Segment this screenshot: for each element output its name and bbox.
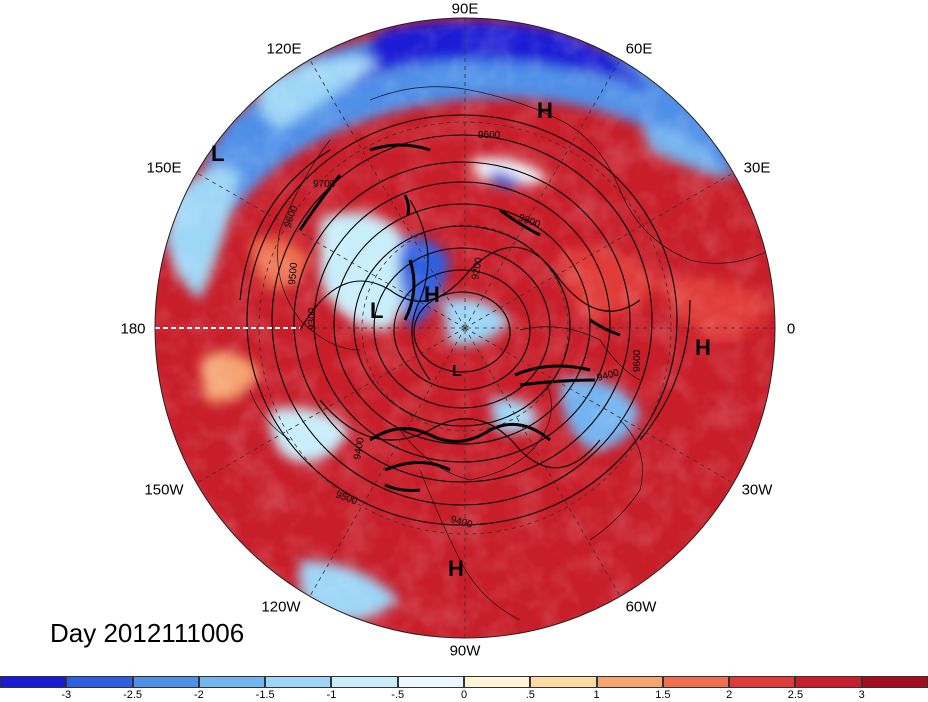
colorbar-swatch <box>729 676 796 688</box>
longitude-label-120e: 120E <box>266 40 302 58</box>
longitude-label-150e: 150E <box>146 159 182 177</box>
longitude-label-180: 180 <box>120 320 146 338</box>
colorbar-swatch <box>0 676 67 688</box>
anomaly-field: 9600 9700 9600 9500 9800 9400 9500 9400 … <box>155 18 775 638</box>
colorbar-swatch <box>861 676 928 688</box>
longitude-label-150w: 150W <box>144 481 184 499</box>
colorbar-tick-label: -2 <box>193 689 204 701</box>
colorbar-tick-label: -3 <box>61 689 72 701</box>
contour-label: 9200 <box>470 256 485 280</box>
longitude-label-120w: 120W <box>261 598 301 616</box>
colorbar-swatch <box>596 676 663 688</box>
colorbar-tick-label: -1.5 <box>255 689 275 701</box>
colorbar-swatch <box>198 676 266 688</box>
low-pressure-marker: L <box>370 298 383 323</box>
colorbar-tick-label: 0 <box>460 689 468 701</box>
contour-label: 9500 <box>287 262 300 286</box>
longitude-label-60w: 60W <box>625 598 657 616</box>
colorbar-tick-label: -.5 <box>391 689 405 701</box>
contour-label: 9700 <box>313 179 336 190</box>
colorbar-swatch <box>795 676 862 688</box>
colorbar-swatch <box>331 676 398 688</box>
colorbar-swatch <box>132 676 199 688</box>
high-pressure-marker: H <box>448 556 464 581</box>
longitude-label-30e: 30E <box>743 159 771 177</box>
colorbar-tick-label: -2.5 <box>123 689 143 701</box>
high-pressure-marker: H <box>695 335 711 360</box>
low-pressure-marker: L <box>452 363 462 380</box>
longitude-label-90w: 90W <box>449 642 481 660</box>
high-pressure-marker: H <box>537 98 553 123</box>
colorbar-tick-label: 1.5 <box>655 689 671 701</box>
longitude-label-30w: 30W <box>741 481 773 499</box>
colorbar-swatch <box>530 676 597 688</box>
colorbar-legend: -3 -2.5 -2 -1.5 -1 -.5 0 .5 1 1.5 2 2.5 3 <box>0 676 928 702</box>
contour-label: 9600 <box>632 349 643 372</box>
colorbar-tick-label: 2.5 <box>787 689 804 701</box>
colorbar-swatch <box>662 676 730 688</box>
longitude-label-90e: 90E <box>451 0 479 18</box>
colorbar-tick-label: 3 <box>858 689 865 701</box>
colorbar-tick-label: 1 <box>593 689 600 701</box>
colorbar-tick-label: .5 <box>525 689 535 701</box>
high-pressure-marker: H <box>424 282 440 307</box>
colorbar-tick-label: -1 <box>326 689 337 701</box>
low-pressure-marker: L <box>211 141 224 166</box>
contour-label: 9400 <box>352 436 367 460</box>
colorbar-tick-label: 2 <box>726 689 733 701</box>
contour-label: 9600 <box>478 130 501 141</box>
colorbar-swatch <box>464 676 531 688</box>
date-label: Day 2012111006 <box>50 618 245 648</box>
longitude-label-0: 0 <box>786 320 796 338</box>
colorbar-swatch <box>66 676 133 688</box>
colorbar-swatch <box>265 676 332 688</box>
colorbar-swatch <box>397 676 464 688</box>
contour-label: 9300 <box>307 307 318 330</box>
longitude-label-60e: 60E <box>625 40 653 58</box>
